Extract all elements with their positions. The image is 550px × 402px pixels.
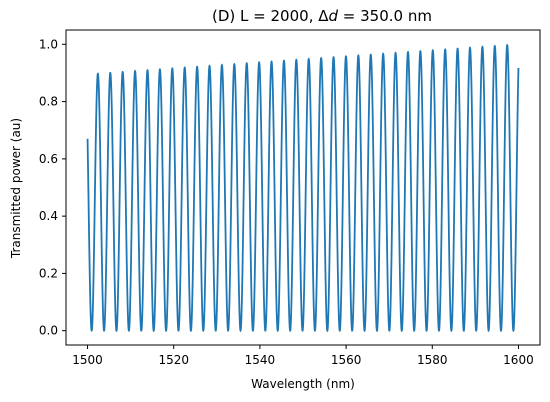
x-axis-label: Wavelength (nm) — [251, 377, 355, 391]
x-axis-ticks: 1500 1520 1540 1560 1580 1600 — [72, 345, 534, 367]
x-tick-label: 1500 — [72, 353, 103, 367]
x-tick-label: 1540 — [245, 353, 276, 367]
plot-area — [65, 29, 541, 346]
chart-title: (D) L = 2000, Δd = 350.0 nm — [212, 7, 432, 25]
series-line — [86, 43, 520, 333]
plot-frame — [65, 29, 541, 346]
x-tick-label: 1600 — [503, 353, 534, 367]
y-tick-label: 1.0 — [39, 37, 58, 51]
y-tick-label: 0.4 — [39, 209, 58, 223]
y-axis-label: Transmitted power (au) — [9, 118, 23, 259]
x-tick-label: 1580 — [417, 353, 448, 367]
y-axis-ticks: 0.0 0.2 0.4 0.6 0.8 1.0 — [39, 37, 66, 338]
y-tick-label: 0.0 — [39, 324, 58, 338]
y-tick-label: 0.8 — [39, 95, 58, 109]
y-tick-label: 0.6 — [39, 152, 58, 166]
y-tick-label: 0.2 — [39, 266, 58, 280]
x-tick-label: 1520 — [158, 353, 189, 367]
x-tick-label: 1560 — [331, 353, 362, 367]
